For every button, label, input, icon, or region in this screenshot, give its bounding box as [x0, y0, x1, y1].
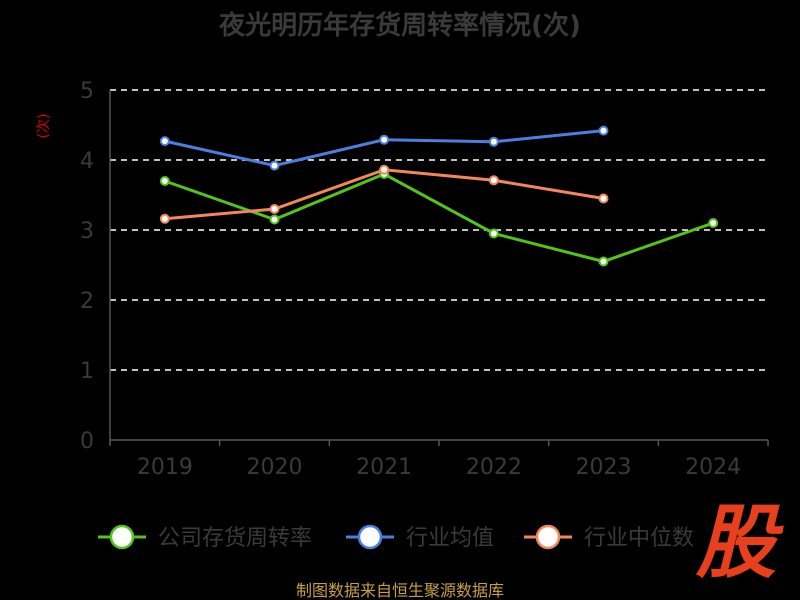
- data-point: [598, 256, 609, 267]
- data-point: [488, 175, 499, 186]
- legend-marker: [109, 524, 135, 550]
- x-tick-label: 2022: [466, 455, 522, 480]
- data-point: [269, 214, 280, 225]
- y-tick-label: 1: [80, 359, 94, 384]
- data-point: [269, 160, 280, 171]
- legend-item[interactable]: 公司存货周转率: [98, 524, 312, 551]
- legend-item[interactable]: 行业均值: [346, 524, 494, 551]
- brand-badge: 股: [696, 496, 776, 589]
- y-tick-label: 4: [80, 149, 94, 174]
- x-tick-label: 2021: [356, 455, 412, 480]
- legend-marker: [357, 524, 383, 550]
- y-tick-label: 5: [80, 79, 94, 104]
- data-point: [159, 176, 170, 186]
- x-tick-label: 2019: [137, 455, 193, 480]
- data-point: [598, 125, 609, 136]
- x-tick-label: 2024: [685, 455, 741, 480]
- y-tick-label: 0: [80, 429, 94, 454]
- data-point: [379, 134, 390, 145]
- chart-title: 夜光明历年存货周转率情况(次): [218, 10, 581, 41]
- x-tick-label: 2020: [247, 455, 303, 480]
- data-point: [488, 228, 499, 239]
- y-tick-label: 3: [80, 219, 94, 244]
- legend-item[interactable]: 行业中位数: [524, 524, 694, 551]
- legend-label: 行业均值: [406, 526, 494, 551]
- y-axis-label: (次): [36, 114, 52, 139]
- data-point: [598, 193, 609, 204]
- data-source-note: 制图数据来自恒生聚源数据库: [296, 581, 504, 600]
- legend-label: 行业中位数: [584, 526, 694, 551]
- legend-label: 公司存货周转率: [158, 526, 312, 551]
- series-line: [164, 172, 714, 264]
- data-point: [379, 164, 390, 175]
- y-tick-label: 2: [80, 289, 94, 314]
- legend-marker: [535, 524, 561, 550]
- data-point: [269, 204, 280, 214]
- data-point: [488, 136, 499, 147]
- data-point: [708, 218, 719, 228]
- data-point: [159, 136, 170, 147]
- x-tick-label: 2023: [576, 455, 632, 480]
- data-point: [159, 213, 170, 224]
